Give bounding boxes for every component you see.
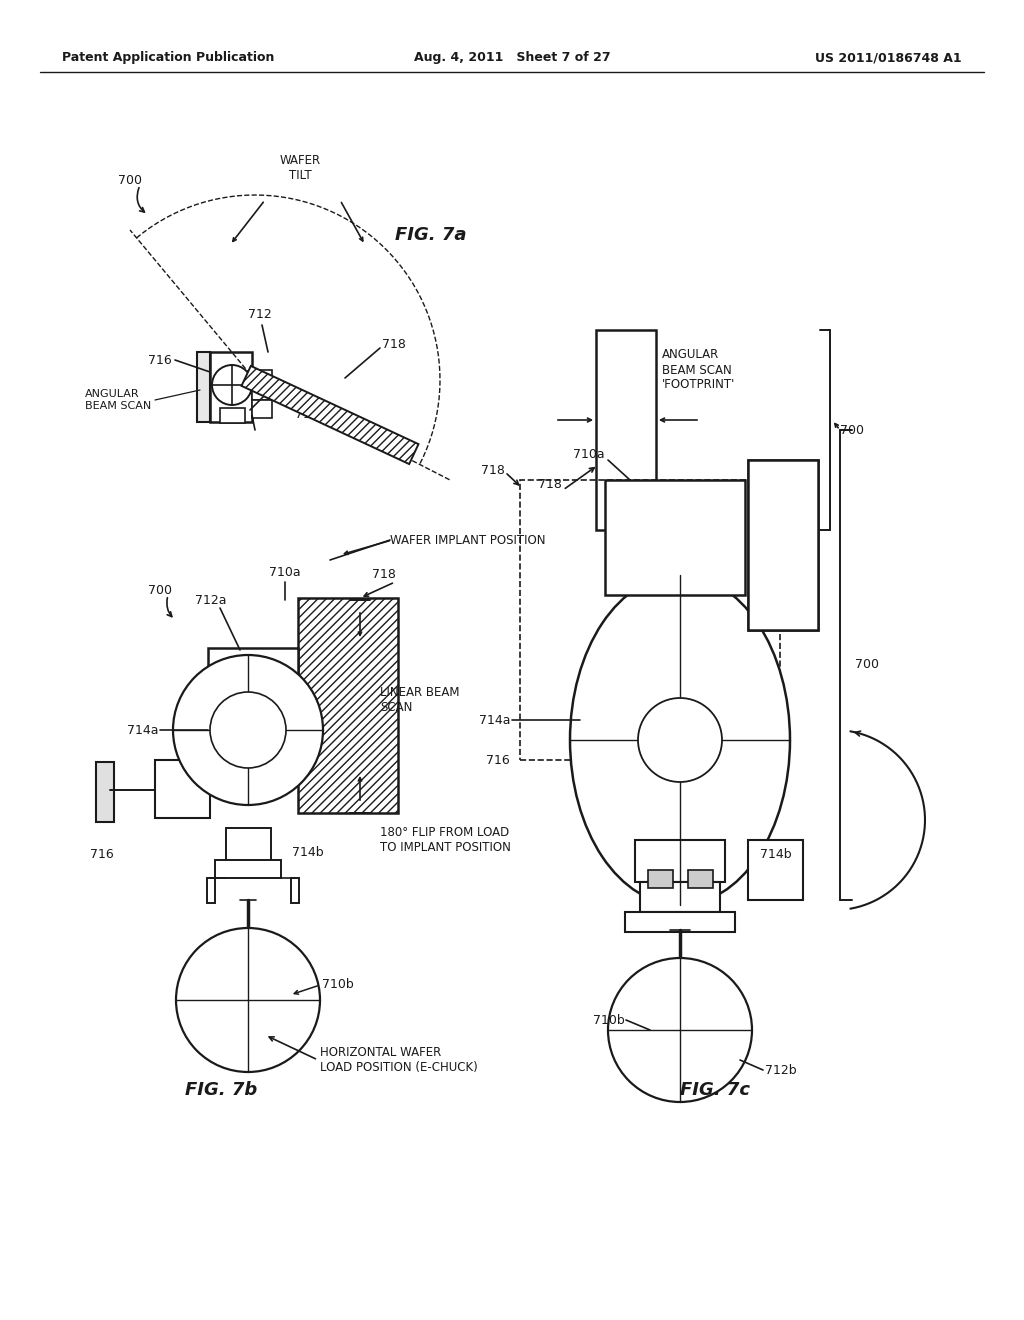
Bar	[520, 480, 780, 760]
Bar	[748, 459, 818, 630]
Bar	[596, 330, 656, 531]
Text: 714a: 714a	[478, 714, 510, 726]
Text: Aug. 4, 2011   Sheet 7 of 27: Aug. 4, 2011 Sheet 7 of 27	[414, 51, 610, 65]
Text: WAFER
TILT: WAFER TILT	[280, 154, 321, 182]
Text: 710a: 710a	[573, 449, 605, 462]
Bar	[640, 882, 720, 912]
Text: 716: 716	[486, 754, 510, 767]
Text: 712b: 712b	[765, 1064, 797, 1077]
Text: 710b: 710b	[593, 1014, 625, 1027]
Bar	[242, 366, 419, 465]
Text: LINEAR BEAM
SCAN: LINEAR BEAM SCAN	[380, 686, 460, 714]
Text: WAFER IMPLANT POSITION: WAFER IMPLANT POSITION	[390, 533, 546, 546]
Text: 710: 710	[295, 408, 318, 421]
Bar	[635, 840, 725, 882]
Bar	[226, 828, 271, 863]
Text: 710b: 710b	[322, 978, 353, 991]
Text: FIG. 7c: FIG. 7c	[680, 1081, 750, 1100]
Bar	[197, 352, 210, 422]
Circle shape	[173, 655, 323, 805]
Circle shape	[176, 928, 319, 1072]
Text: ANGULAR
BEAM SCAN: ANGULAR BEAM SCAN	[85, 389, 152, 411]
Text: 710a: 710a	[269, 565, 301, 578]
Bar	[605, 480, 745, 595]
Bar	[155, 760, 210, 818]
Bar	[96, 762, 114, 822]
Text: 700: 700	[855, 659, 879, 672]
Text: 180° FLIP FROM LOAD
TO IMPLANT POSITION: 180° FLIP FROM LOAD TO IMPLANT POSITION	[380, 826, 511, 854]
Bar	[207, 878, 215, 903]
Bar	[625, 912, 735, 932]
Circle shape	[608, 958, 752, 1102]
Bar	[215, 861, 281, 878]
Text: 700: 700	[840, 424, 864, 437]
Ellipse shape	[570, 576, 790, 906]
Bar	[298, 598, 398, 813]
Circle shape	[212, 366, 252, 405]
Bar	[748, 459, 818, 630]
Text: Patent Application Publication: Patent Application Publication	[62, 51, 274, 65]
Text: 712a: 712a	[195, 594, 226, 606]
Bar	[252, 400, 272, 418]
Bar	[748, 840, 803, 900]
Text: FIG. 7b: FIG. 7b	[185, 1081, 257, 1100]
Circle shape	[638, 698, 722, 781]
Text: 716: 716	[90, 849, 114, 862]
Text: FIG. 7a: FIG. 7a	[395, 226, 467, 244]
Bar	[688, 870, 713, 888]
Bar	[291, 878, 299, 903]
Text: US 2011/0186748 A1: US 2011/0186748 A1	[815, 51, 962, 65]
Bar	[252, 370, 272, 400]
Text: HORIZONTAL WAFER
LOAD POSITION (E-CHUCK): HORIZONTAL WAFER LOAD POSITION (E-CHUCK)	[319, 1045, 478, 1074]
Text: 714b: 714b	[760, 849, 792, 862]
Text: 712: 712	[248, 309, 271, 322]
Text: 718: 718	[539, 479, 562, 491]
Text: 716: 716	[148, 354, 172, 367]
Text: 718: 718	[382, 338, 406, 351]
Text: 714a: 714a	[127, 723, 158, 737]
Bar	[208, 648, 298, 738]
Text: 714b: 714b	[292, 846, 324, 858]
Text: ANGULAR
BEAM SCAN
'FOOTPRINT': ANGULAR BEAM SCAN 'FOOTPRINT'	[662, 348, 735, 392]
Text: 718: 718	[481, 463, 505, 477]
Text: 700: 700	[118, 173, 142, 186]
Bar	[648, 870, 673, 888]
Text: 718: 718	[372, 569, 396, 582]
Circle shape	[210, 692, 286, 768]
Text: 700: 700	[148, 583, 172, 597]
Bar	[220, 408, 245, 422]
Bar	[210, 352, 252, 422]
